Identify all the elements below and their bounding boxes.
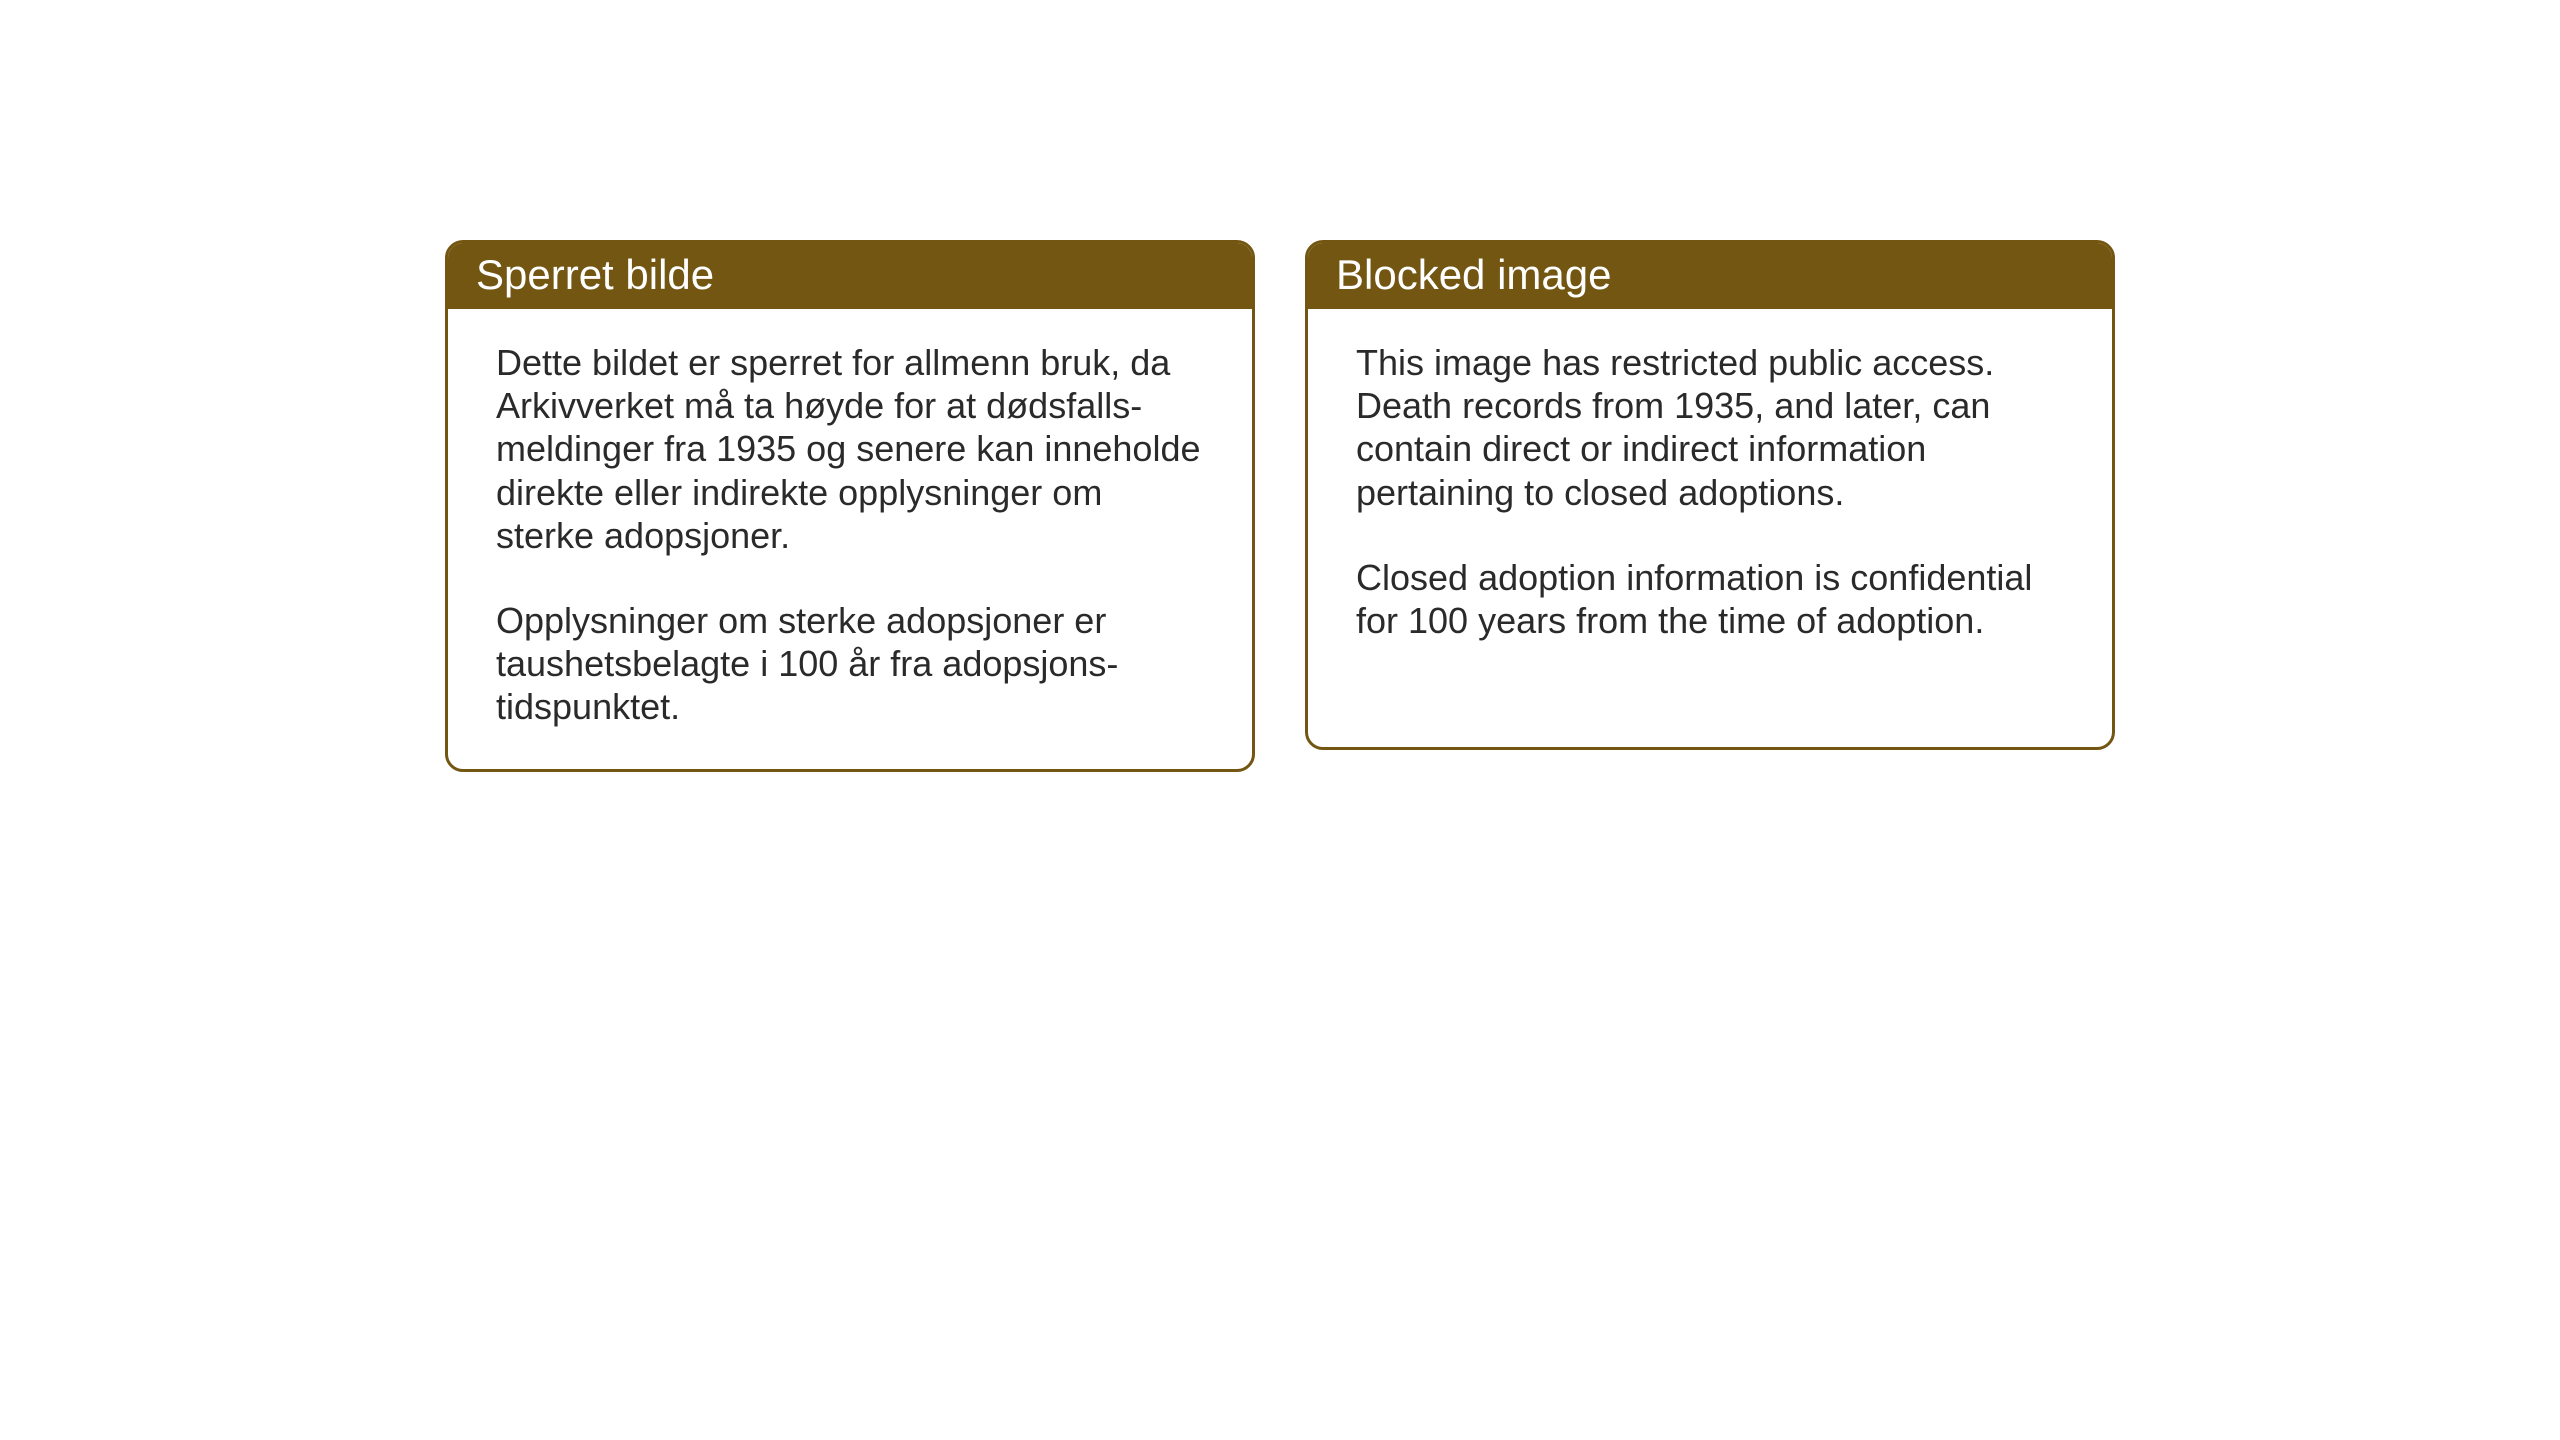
notice-card-norwegian: Sperret bilde Dette bildet er sperret fo… xyxy=(445,240,1255,772)
paragraph-1: This image has restricted public access.… xyxy=(1356,341,2064,514)
card-body-english: This image has restricted public access.… xyxy=(1308,309,2112,682)
card-body-norwegian: Dette bildet er sperret for allmenn bruk… xyxy=(448,309,1252,769)
card-header-norwegian: Sperret bilde xyxy=(448,243,1252,309)
paragraph-1: Dette bildet er sperret for allmenn bruk… xyxy=(496,341,1204,557)
paragraph-2: Closed adoption information is confident… xyxy=(1356,556,2064,642)
card-header-english: Blocked image xyxy=(1308,243,2112,309)
card-title: Blocked image xyxy=(1336,251,1611,298)
paragraph-2: Opplysninger om sterke adopsjoner er tau… xyxy=(496,599,1204,729)
notice-card-english: Blocked image This image has restricted … xyxy=(1305,240,2115,750)
notice-container: Sperret bilde Dette bildet er sperret fo… xyxy=(445,240,2115,772)
card-title: Sperret bilde xyxy=(476,251,714,298)
